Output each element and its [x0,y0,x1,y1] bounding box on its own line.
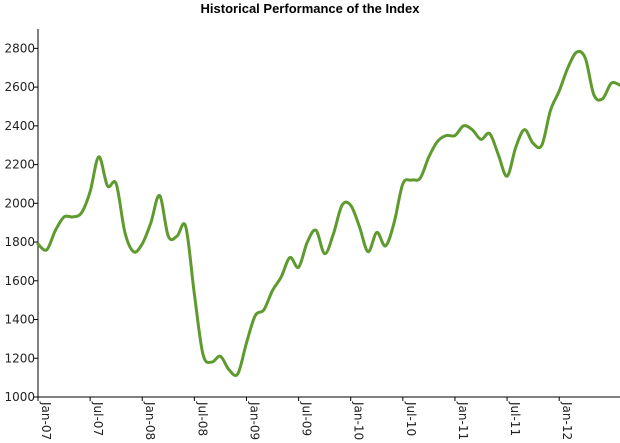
y-tick-label: 2400 [4,119,35,133]
x-tick-label: Jul-09 [300,401,314,436]
y-tick-label: 2600 [4,80,35,94]
x-tick-label: Jan-11 [456,401,470,440]
x-tick-label: Jul-08 [195,401,209,436]
y-tick-label: 2200 [4,158,35,172]
y-tick-label: 1600 [4,274,35,288]
x-tick-label: Jul-07 [91,401,105,436]
chart-title: Historical Performance of the Index [201,1,421,16]
x-tick-label: Jul-11 [508,401,522,436]
y-tick-label: 1200 [4,351,35,365]
series-line [36,49,620,377]
series-group [36,49,620,377]
x-tick-label: Jan-10 [352,401,366,440]
x-tick-label: Jan-09 [247,401,261,440]
x-tick-label: Jan-07 [39,401,53,440]
y-tick-label: 1000 [4,390,35,404]
y-tick-label: 1400 [4,313,35,327]
y-axis: 1000 1200 1400 1600 1800 2000 2200 2400 2600 2800 [4,41,38,404]
x-tick-label: Jan-12 [560,401,574,440]
x-tick-label: Jan-08 [143,401,157,440]
y-tick-label: 2000 [4,196,35,210]
x-tick-label: Jul-10 [404,401,418,436]
y-tick-label: 1800 [4,235,35,249]
x-axis: Jan-07 Jul-07 Jan-08 Jul-08 Jan-09 Jul-09 Jan-… [37,397,574,440]
y-tick-label: 2800 [4,41,35,55]
